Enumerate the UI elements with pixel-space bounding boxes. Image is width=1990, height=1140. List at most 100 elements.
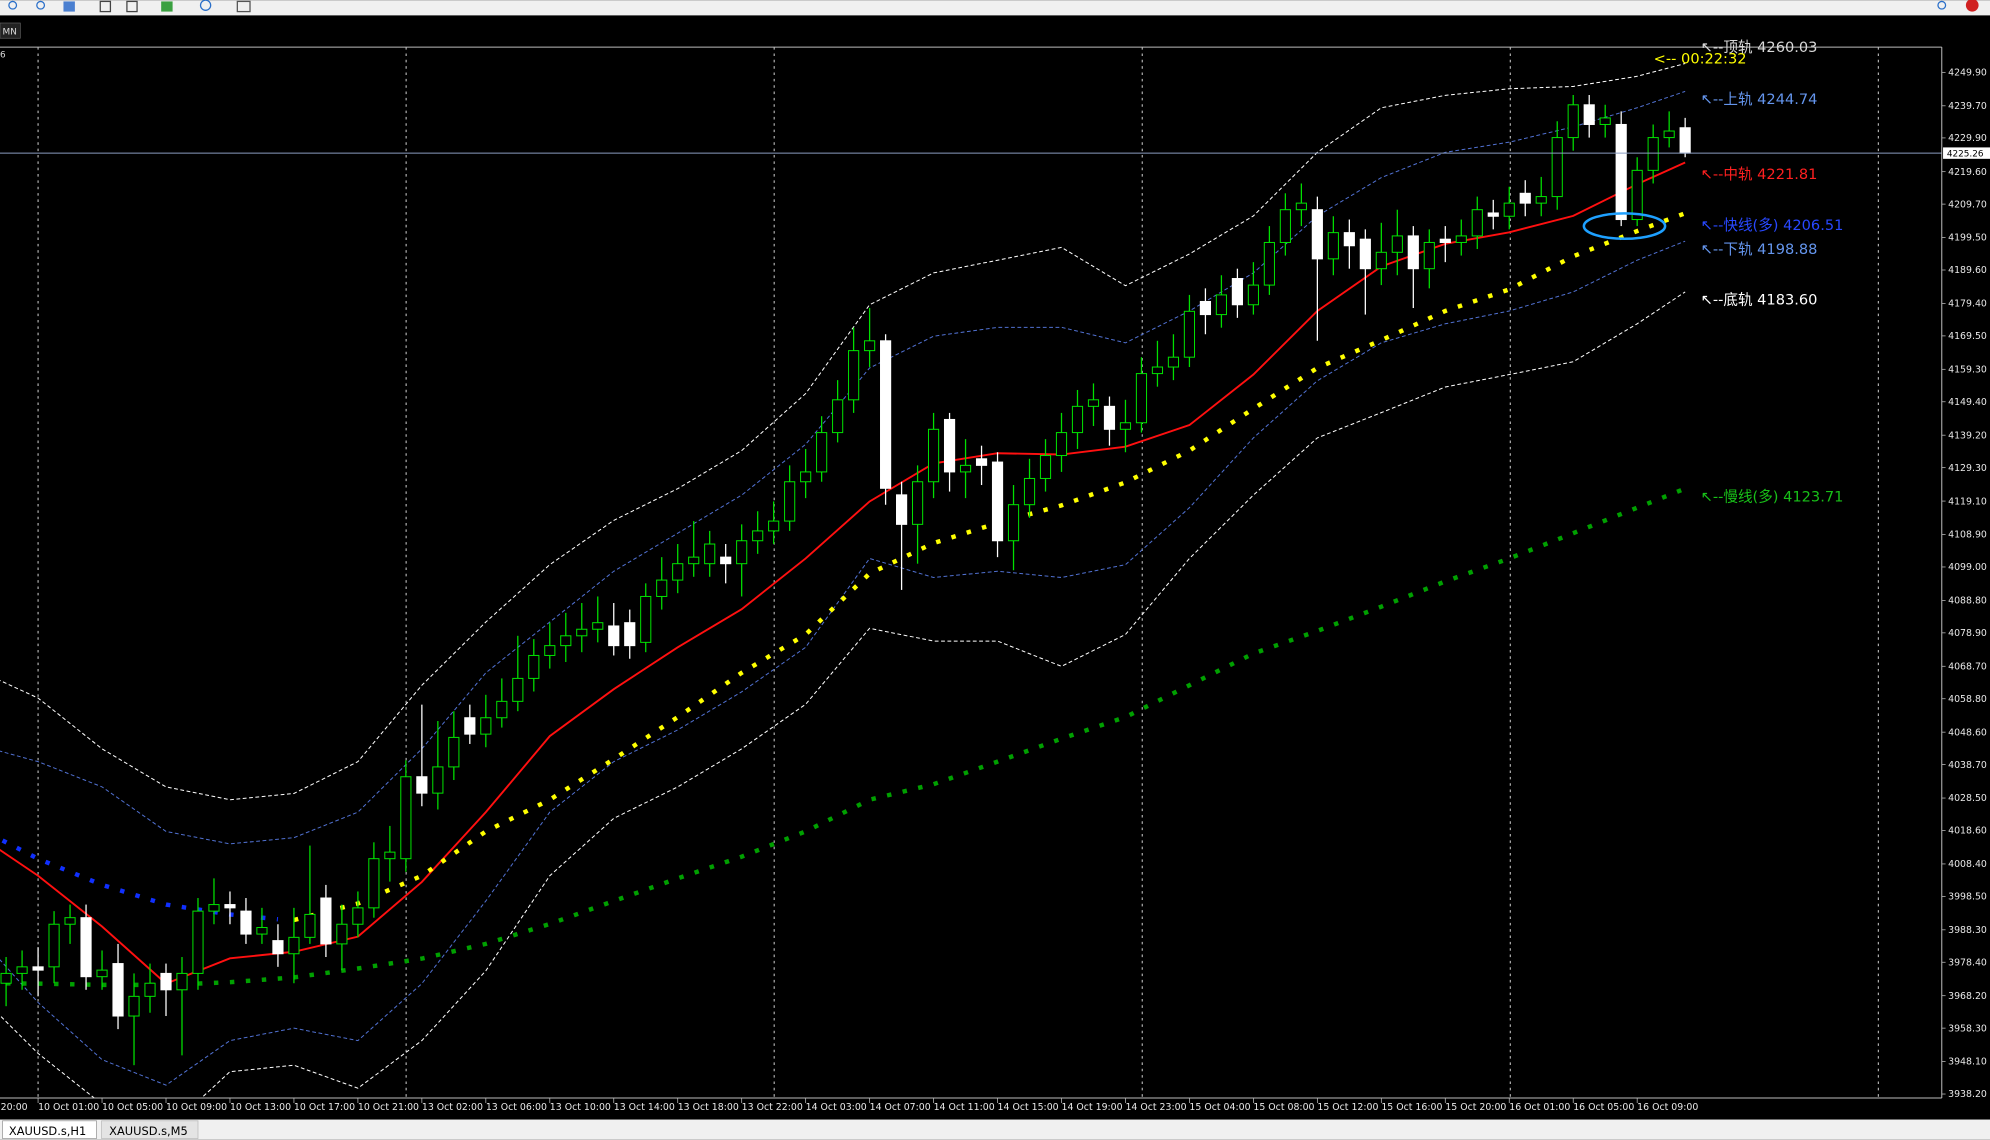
candle-body xyxy=(1279,209,1291,243)
candle-body xyxy=(656,579,668,597)
candle-body xyxy=(480,717,492,735)
y-tick-label: 4229.90 xyxy=(1948,133,1987,144)
candle-body xyxy=(991,461,1004,542)
y-tick-label: 3998.50 xyxy=(1948,892,1987,903)
candle-body xyxy=(368,858,380,909)
candle-body xyxy=(624,622,636,647)
line-annotation: ↖--上轨 4244.74 xyxy=(1701,91,1818,108)
candle-body xyxy=(848,350,860,401)
x-tick-label: 10 Oct 05:00 xyxy=(102,1102,163,1113)
candle-body xyxy=(1103,405,1116,430)
y-tick-label: 4018.60 xyxy=(1948,826,1987,837)
scroll-icon[interactable] xyxy=(99,0,112,13)
line-annotation: ↖--慢线(多) 4123.71 xyxy=(1701,488,1844,505)
candle-body xyxy=(1487,212,1499,217)
candle-body xyxy=(240,910,252,935)
y-tick-label: 4209.70 xyxy=(1948,199,1987,210)
candle-body xyxy=(1375,251,1387,270)
candle-body xyxy=(320,897,332,945)
corner-label: 6 xyxy=(0,50,6,60)
candle-body xyxy=(1343,232,1355,247)
x-tick-label: 13 Oct 06:00 xyxy=(486,1102,547,1113)
y-tick-label: 4199.50 xyxy=(1948,233,1987,244)
y-tick-label: 4189.60 xyxy=(1948,265,1987,276)
candle-body xyxy=(959,464,972,473)
candle-body xyxy=(1503,202,1515,217)
candle-body xyxy=(208,904,220,912)
x-tick-label: 14 Oct 07:00 xyxy=(870,1102,931,1113)
period-icon[interactable] xyxy=(199,0,212,11)
line-annotation: ↖--中轨 4221.81 xyxy=(1701,166,1818,183)
search-icon[interactable] xyxy=(1937,0,1947,10)
tab-label[interactable]: XAUUSD.s,H1 xyxy=(9,1124,86,1138)
y-tick-label: 4108.90 xyxy=(1948,530,1987,541)
line-annotation: ↖--顶轨 4260.03 xyxy=(1701,39,1818,56)
candle-body xyxy=(768,520,780,532)
candle-body xyxy=(1151,366,1164,375)
candle-body xyxy=(1071,405,1084,434)
candle-body xyxy=(496,700,508,719)
candle-body xyxy=(800,471,812,483)
annotations: ↖--顶轨 4260.03 ↖--上轨 4244.74 ↖--中轨 4221.81 ↖… xyxy=(1701,39,1844,505)
y-tick-label: 4129.30 xyxy=(1948,463,1987,474)
tab-active[interactable] xyxy=(2,1120,97,1139)
candle-body xyxy=(1135,373,1148,424)
x-tick-label: 15 Oct 20:00 xyxy=(1445,1102,1506,1113)
candle-body xyxy=(384,851,396,860)
tab-bar xyxy=(0,1119,1990,1140)
candles xyxy=(0,94,1691,1066)
candle-body xyxy=(1391,235,1403,253)
shift-icon[interactable] xyxy=(126,0,138,13)
x-tick-label: 14 Oct 19:00 xyxy=(1062,1102,1123,1113)
candle-body xyxy=(48,923,60,968)
alert-icon[interactable] xyxy=(1965,0,1979,12)
x-tick-label: 20:00 xyxy=(1,1102,28,1113)
x-tick-label: 15 Oct 12:00 xyxy=(1317,1102,1378,1113)
candle-body xyxy=(943,418,956,473)
candle-body xyxy=(128,995,140,1017)
zoom-out-icon[interactable] xyxy=(36,0,46,10)
candle-body xyxy=(256,927,268,935)
tab[interactable] xyxy=(101,1120,199,1139)
tile-icon[interactable] xyxy=(63,1,75,12)
candle-body xyxy=(688,556,700,565)
candle-body xyxy=(1615,123,1627,221)
candle-body xyxy=(832,399,844,434)
candle-body xyxy=(704,543,716,565)
candle-body xyxy=(1471,209,1483,237)
indicator-icon[interactable] xyxy=(161,1,173,12)
template-icon[interactable] xyxy=(236,0,251,13)
candle-body xyxy=(192,910,204,974)
candle-body xyxy=(927,428,940,483)
candle-body xyxy=(672,563,684,581)
candle-body xyxy=(1199,300,1212,316)
x-tick-label: 13 Oct 14:00 xyxy=(614,1102,675,1113)
candle-body xyxy=(1295,202,1307,211)
period-box xyxy=(0,22,21,39)
candle-body xyxy=(816,432,828,473)
x-tick-label: 13 Oct 22:00 xyxy=(742,1102,803,1113)
x-tick-label: 13 Oct 02:00 xyxy=(422,1102,483,1113)
indicator-line xyxy=(0,240,1686,1086)
zoom-in-icon[interactable] xyxy=(8,0,18,10)
candle-body xyxy=(272,940,284,955)
countdown: <-- 00:22:32 xyxy=(1654,51,1747,68)
candle-body xyxy=(1439,238,1451,243)
x-tick-label: 14 Oct 03:00 xyxy=(806,1102,867,1113)
candle-body xyxy=(112,963,124,1017)
candle-body xyxy=(896,494,908,525)
candle-body xyxy=(864,340,876,352)
candle-body xyxy=(1247,284,1259,306)
candle-body xyxy=(975,458,988,466)
candle-body xyxy=(1599,117,1611,125)
x-tick-label: 10 Oct 13:00 xyxy=(230,1102,291,1113)
candle-body xyxy=(1183,310,1196,358)
line-annotation: ↖--底轨 4183.60 xyxy=(1701,292,1818,309)
tab-label[interactable]: XAUUSD.s,M5 xyxy=(109,1124,188,1138)
toolbar-icons[interactable] xyxy=(8,0,1979,13)
candle-body xyxy=(528,654,540,679)
candle-body xyxy=(1167,356,1180,368)
current-price-box xyxy=(1943,147,1990,159)
